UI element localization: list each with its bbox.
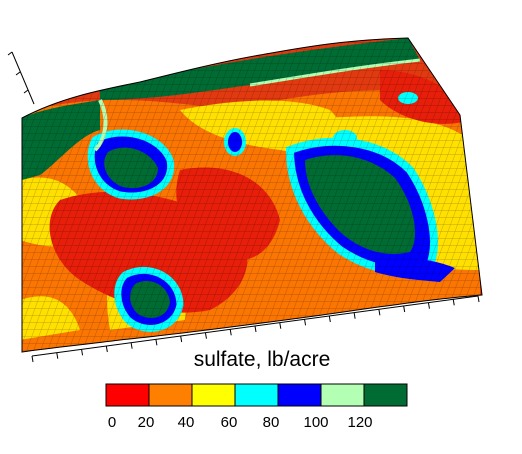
front-axis-tick — [378, 309, 381, 316]
front-axis-tick — [56, 352, 59, 359]
front-axis-tick — [452, 299, 455, 306]
colorbar-bin-60-80 — [234, 383, 279, 407]
colorbar-bin-100-120 — [320, 383, 365, 407]
front-axis-tick — [229, 329, 232, 336]
colorbar-tick-label: 80 — [263, 414, 280, 431]
vertical-axis — [11, 51, 35, 105]
colorbar-tick-labels: 0 20 40 60 80 100 120 — [108, 414, 373, 431]
surface-plot — [22, 38, 482, 352]
colorbar-bin-40-60 — [191, 383, 236, 407]
front-axis-tick — [81, 349, 84, 356]
front-axis-tick — [254, 325, 257, 333]
front-axis-tick — [328, 315, 331, 323]
front-axis-tick — [353, 312, 356, 319]
front-axis-tick — [279, 322, 282, 329]
front-axis-tick — [130, 342, 133, 349]
front-axis-tick — [204, 332, 207, 339]
colorbar-tick-label: 20 — [138, 414, 155, 431]
colorbar-tick-label: 120 — [347, 414, 372, 431]
colorbar-bin-0-20 — [105, 383, 150, 407]
colorbar-bin-80-100 — [277, 383, 322, 407]
colorbar-legend — [105, 383, 408, 407]
front-axis-tick — [180, 335, 183, 343]
colorbar-bin-20-40 — [148, 383, 193, 407]
colorbar-tick-label: 60 — [221, 414, 238, 431]
front-axis-tick — [31, 355, 34, 363]
colorbar-bin-120-140 — [363, 383, 408, 407]
front-axis-tick — [477, 295, 480, 303]
colorbar-tick-label: 100 — [303, 414, 328, 431]
front-axis-tick — [304, 319, 307, 326]
colorbar-tick-label: 0 — [108, 414, 116, 431]
front-axis-tick — [427, 302, 430, 309]
chart-title: sulfate, lb/acre — [194, 348, 331, 371]
surface-outline — [21, 37, 483, 353]
colorbar-tick-label: 40 — [178, 414, 195, 431]
front-axis-ticks — [31, 295, 480, 363]
front-axis-tick — [155, 339, 158, 346]
front-axis-tick — [403, 305, 406, 313]
front-axis-tick — [105, 345, 108, 353]
